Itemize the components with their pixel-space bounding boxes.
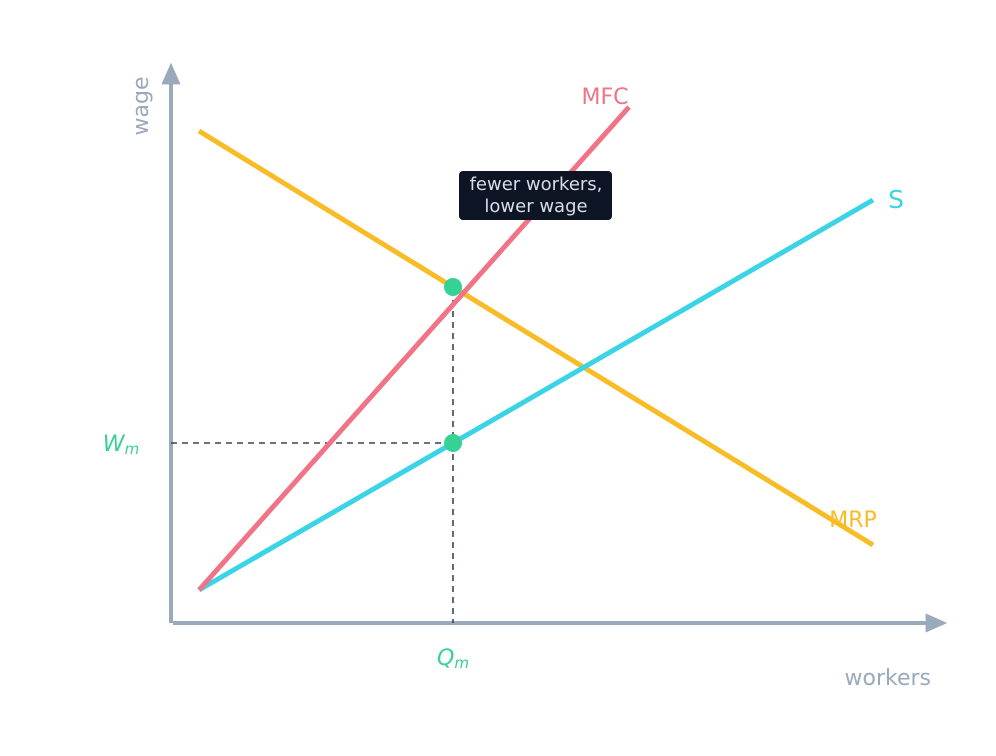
mrp-curve (197, 128, 875, 548)
wage-marker-label: Wm (103, 432, 139, 458)
annotation-line-1: fewer workers, (470, 174, 603, 195)
mrp-label: MRP (829, 508, 877, 533)
annotation-line-2: lower wage (484, 196, 587, 217)
y-axis-label: wage (129, 77, 154, 136)
mrp-mfc-intersection-point (444, 278, 462, 296)
annotation-box: fewer workers, lower wage (459, 171, 612, 220)
monopsony-wage-point (444, 434, 462, 452)
mfc-label: MFC (582, 85, 629, 110)
supply-label: S (888, 185, 904, 214)
supply-curve (197, 197, 875, 593)
quantity-marker-label: Qm (437, 646, 469, 672)
x-axis-label: workers (845, 666, 932, 691)
annotation-background (459, 171, 612, 220)
